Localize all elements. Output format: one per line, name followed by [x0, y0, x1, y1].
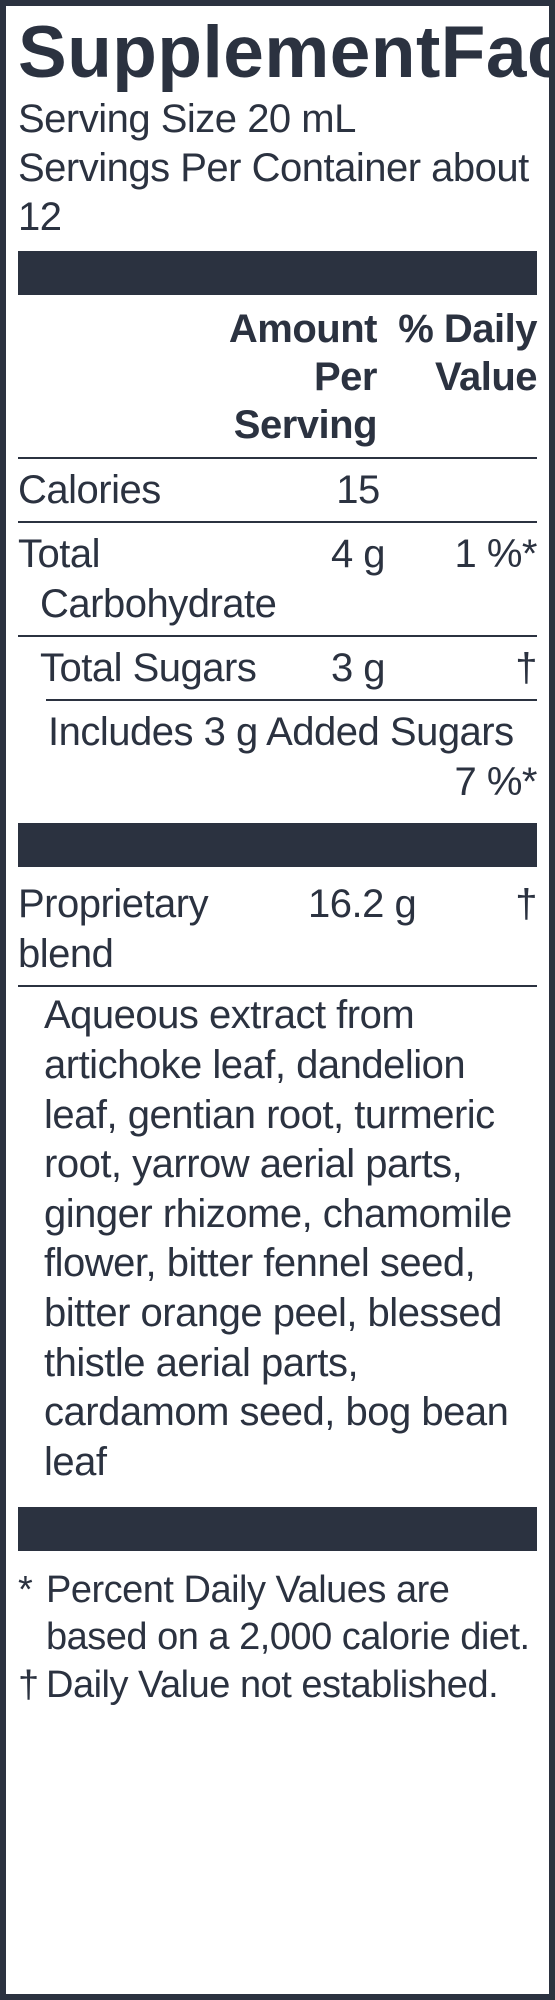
header-amount-l2: Per Serving	[234, 355, 377, 447]
serving-info: Serving Size 20 mL Servings Per Containe…	[18, 95, 537, 241]
nutrient-amount: 4 g	[308, 529, 408, 579]
nutrient-amount: 3 g	[308, 643, 408, 693]
header-amount-l1: Amount	[229, 307, 377, 351]
title-word-1: Supplement	[18, 16, 441, 89]
footnotes: * Percent Daily Values are based on a 2,…	[18, 1557, 537, 1708]
header-dv-l1: % Daily	[398, 307, 537, 351]
footnote-asterisk: * Percent Daily Values are based on a 2,…	[18, 1567, 537, 1661]
added-sugars-text: Includes 3 g Added Sugars	[48, 707, 537, 757]
nutrient-amount: 16.2 g	[308, 879, 438, 929]
nutrient-name-l1: Total	[18, 529, 308, 579]
footnote-symbol: †	[18, 1662, 46, 1709]
row-added-sugars: Includes 3 g Added Sugars 7 %*	[18, 701, 537, 815]
divider-bar	[18, 823, 537, 867]
nutrient-dv: †	[408, 643, 537, 693]
serving-size-row: Serving Size 20 mL	[18, 95, 537, 144]
column-headers: Amount Per Serving % Daily Value	[18, 301, 537, 457]
servings-per-label: Servings Per Container	[18, 146, 421, 190]
nutrient-dv: 1 %*	[408, 529, 537, 579]
supplement-facts-panel: Supplement Facts Serving Size 20 mL Serv…	[0, 0, 555, 2000]
row-proprietary-blend: Proprietary blend 16.2 g †	[18, 873, 537, 985]
ingredients-text: Aqueous extract from artichoke leaf, dan…	[18, 987, 537, 1499]
header-dv-l2: Value	[435, 355, 537, 399]
header-dv: % Daily Value	[377, 305, 537, 449]
nutrient-name-l2: Carbohydrate	[18, 579, 308, 629]
footnote-symbol: *	[18, 1567, 46, 1661]
nutrient-name: Proprietary blend	[18, 879, 308, 979]
panel-title: Supplement Facts	[18, 16, 537, 89]
nutrient-dv: †	[438, 879, 537, 929]
footnote-dagger: † Daily Value not established.	[18, 1662, 537, 1709]
added-sugars-dv: 7 %*	[48, 757, 537, 807]
row-total-sugars: Total Sugars 3 g †	[18, 637, 537, 699]
nutrient-name: Total Sugars	[40, 643, 308, 693]
row-total-carb: Total Carbohydrate 4 g 1 %*	[18, 523, 537, 635]
nutrient-name: Calories	[18, 465, 308, 515]
title-word-2: Facts	[441, 16, 555, 89]
footnote-text: Daily Value not established.	[46, 1662, 537, 1709]
footnote-text: Percent Daily Values are based on a 2,00…	[46, 1567, 537, 1661]
servings-per-row: Servings Per Container about 12	[18, 144, 537, 242]
nutrient-amount: 15	[308, 465, 408, 515]
serving-size-label: Serving Size	[18, 97, 237, 141]
row-calories: Calories 15	[18, 459, 537, 521]
divider-bar	[18, 1507, 537, 1551]
header-amount: Amount Per Serving	[168, 305, 377, 449]
serving-size-value: 20 mL	[247, 97, 356, 141]
divider-bar	[18, 251, 537, 295]
